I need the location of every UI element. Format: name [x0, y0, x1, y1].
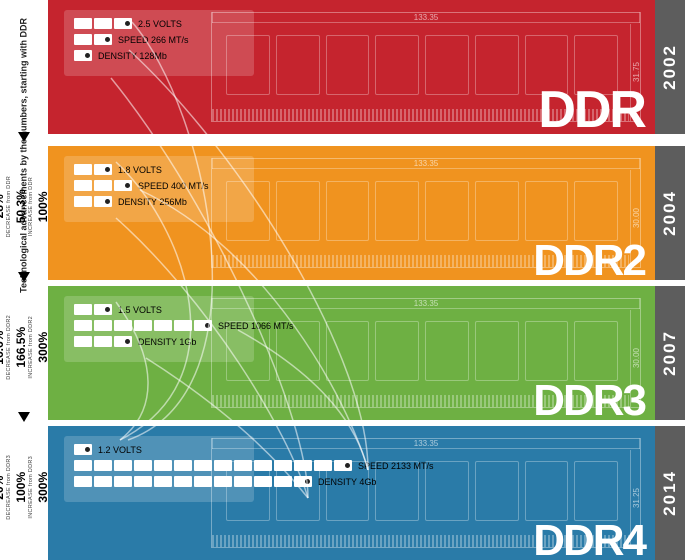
generation-name: DDR3 — [533, 376, 645, 420]
spec-bar — [74, 34, 112, 45]
spec-bar — [74, 476, 312, 487]
arrow-down-icon — [18, 272, 30, 282]
spec-speed: SPEED 1066 MT/s — [74, 320, 244, 331]
spec-volts: 1.5 VOLTS — [74, 304, 244, 315]
change-label: INCREASE from DDR — [28, 177, 34, 236]
change-label: DECREASE from DDR3 — [6, 455, 12, 520]
main-area: 133.3531.752.5 VOLTSSPEED 266 MT/sDENSIT… — [48, 0, 685, 558]
dim-width: 133.35 — [212, 298, 640, 309]
spec-speed: SPEED 266 MT/s — [74, 34, 244, 45]
spec-density: DENSITY 256Mb — [74, 196, 244, 207]
year-label: 2004 — [660, 190, 680, 236]
change-label: DECREASE from DDR2 — [6, 315, 12, 380]
spec-bar — [74, 164, 112, 175]
change-stat: 28%DECREASE from DDR — [0, 176, 12, 237]
arrow-down-icon — [18, 412, 30, 422]
spec-label: SPEED 1066 MT/s — [218, 321, 294, 331]
spec-bar — [74, 336, 132, 347]
spec-label: DENSITY 4Gb — [318, 477, 376, 487]
change-pct: 100% — [14, 456, 28, 519]
change-label: INCREASE from DDR2 — [28, 316, 34, 379]
change-block-ddr2: 28%DECREASE from DDR50.3%INCREASE from D… — [0, 140, 48, 274]
spec-speed: SPEED 400 MT/s — [74, 180, 244, 191]
spec-bar — [74, 320, 212, 331]
dim-width: 133.35 — [212, 438, 640, 449]
spec-speed: SPEED 2133 MT/s — [74, 460, 244, 471]
spec-density: DENSITY 1Gb — [74, 336, 244, 347]
generation-name: DDR2 — [533, 236, 645, 280]
dim-width: 133.35 — [212, 12, 640, 23]
change-pct: 166.5% — [14, 316, 28, 379]
left-column: Technological advancements by the number… — [0, 0, 48, 558]
spec-label: SPEED 400 MT/s — [138, 181, 209, 191]
spec-bar — [74, 50, 92, 61]
year-label: 2014 — [660, 470, 680, 516]
spec-bar — [74, 304, 112, 315]
change-stat: 100%INCREASE from DDR3 — [14, 456, 34, 519]
spec-volts: 2.5 VOLTS — [74, 18, 244, 29]
spec-label: DENSITY 256Mb — [118, 197, 187, 207]
generation-name: DDR4 — [533, 516, 645, 560]
spec-label: 1.8 VOLTS — [118, 165, 162, 175]
change-label: INCREASE from DDR3 — [28, 456, 34, 519]
spec-bar — [74, 18, 132, 29]
spec-label: DENSITY 1Gb — [138, 337, 196, 347]
year-strip: 2004 — [655, 146, 685, 280]
spec-bar — [74, 196, 112, 207]
year-strip: 2002 — [655, 0, 685, 134]
change-stat: 20%DECREASE from DDR3 — [0, 455, 12, 520]
spec-label: DENSITY 128Mb — [98, 51, 167, 61]
dim-width: 133.35 — [212, 158, 640, 169]
panel-ddr2: 133.3530.001.8 VOLTSSPEED 400 MT/sDENSIT… — [48, 146, 685, 280]
change-block-ddr4: 20%DECREASE from DDR3100%INCREASE from D… — [0, 420, 48, 554]
spec-volts: 1.8 VOLTS — [74, 164, 244, 175]
panel-ddr3: 133.3530.001.5 VOLTSSPEED 1066 MT/sDENSI… — [48, 286, 685, 420]
arrow-down-icon — [18, 132, 30, 142]
spec-label: 1.2 VOLTS — [98, 445, 142, 455]
panel-ddr4: 133.3531.251.2 VOLTSSPEED 2133 MT/sDENSI… — [48, 426, 685, 560]
chips — [226, 181, 618, 241]
spec-bar — [74, 444, 92, 455]
change-stat: 166.5%INCREASE from DDR2 — [14, 316, 34, 379]
spec-density: DENSITY 4Gb — [74, 476, 244, 487]
year-strip: 2014 — [655, 426, 685, 560]
panel-ddr: 133.3531.752.5 VOLTSSPEED 266 MT/sDENSIT… — [48, 0, 685, 134]
spec-volts: 1.2 VOLTS — [74, 444, 244, 455]
spec-bar — [74, 180, 132, 191]
change-label: DECREASE from DDR — [6, 176, 12, 237]
spec-box: 1.2 VOLTS SPEED 2133 MT/s DENSITY 4Gb — [64, 436, 254, 502]
change-pct: 50.3% — [14, 177, 28, 236]
spec-label: SPEED 266 MT/s — [118, 35, 189, 45]
generation-name: DDR — [538, 80, 645, 134]
spec-box: 1.5 VOLTS SPEED 1066 MT/s DENSITY 1Gb — [64, 296, 254, 362]
change-stat: 50.3%INCREASE from DDR — [14, 177, 34, 236]
spec-box: 2.5 VOLTS SPEED 266 MT/s DENSITY 128Mb — [64, 10, 254, 76]
change-block-ddr3: 16.6%DECREASE from DDR2166.5%INCREASE fr… — [0, 280, 48, 414]
spec-density: DENSITY 128Mb — [74, 50, 244, 61]
spec-label: 2.5 VOLTS — [138, 19, 182, 29]
spec-bar — [74, 460, 352, 471]
year-strip: 2007 — [655, 286, 685, 420]
spec-label: SPEED 2133 MT/s — [358, 461, 434, 471]
spec-box: 1.8 VOLTS SPEED 400 MT/s DENSITY 256Mb — [64, 156, 254, 222]
spec-label: 1.5 VOLTS — [118, 305, 162, 315]
year-label: 2002 — [660, 44, 680, 90]
infographic-canvas: Technological advancements by the number… — [0, 0, 685, 558]
year-label: 2007 — [660, 330, 680, 376]
change-stat: 16.6%DECREASE from DDR2 — [0, 315, 12, 380]
